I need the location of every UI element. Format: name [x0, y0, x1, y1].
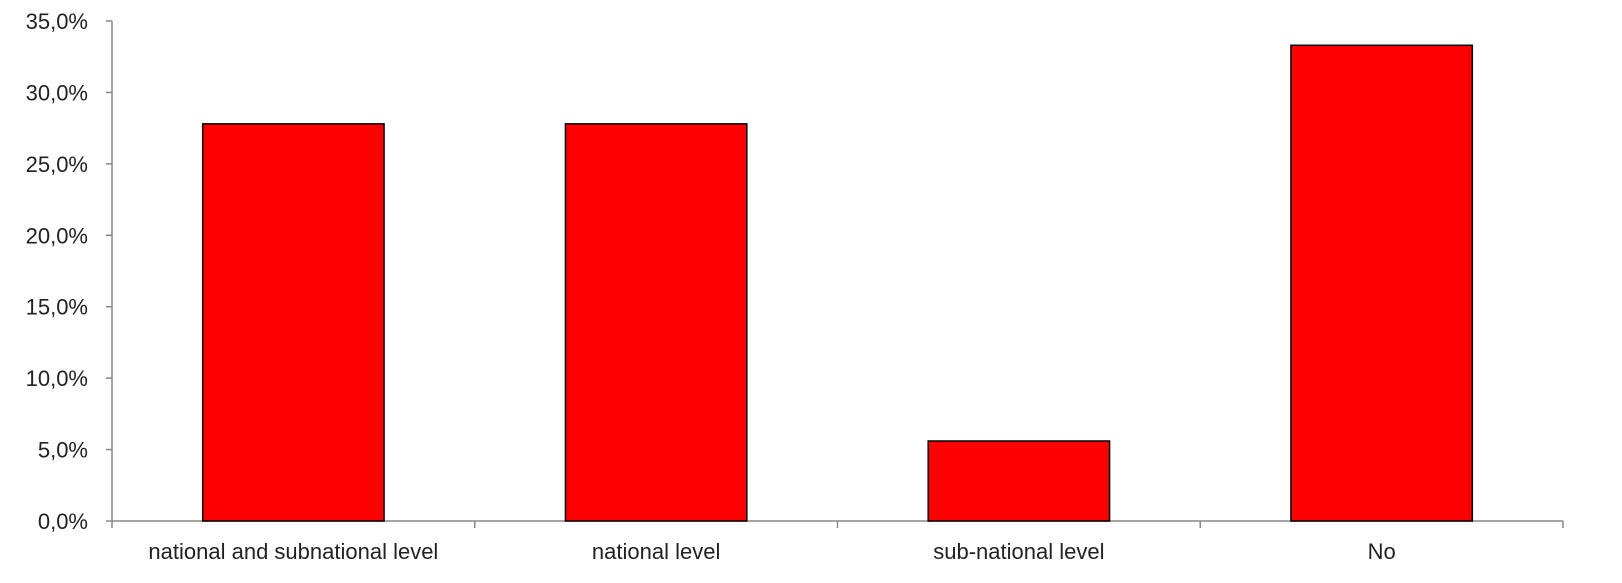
- bar: [927, 440, 1111, 522]
- x-axis: national and subnational level national l…: [111, 520, 1564, 564]
- y-axis: 0,0% 5,0% 10,0% 15,0% 20,0% 25,0% 30,0% 35,0%: [26, 9, 113, 534]
- y-tick-label: 15,0%: [26, 295, 88, 320]
- bar: [564, 123, 748, 522]
- y-tick-label: 5,0%: [38, 438, 88, 463]
- x-category-label: national level: [592, 539, 720, 564]
- y-tick-label: 20,0%: [26, 223, 88, 248]
- y-tick-label: 25,0%: [26, 152, 88, 177]
- x-category-label: No: [1368, 539, 1396, 564]
- y-tick-label: 10,0%: [26, 366, 88, 391]
- x-category-label: national and subnational level: [148, 539, 438, 564]
- x-category-label: sub-national level: [933, 539, 1104, 564]
- bar: [201, 123, 385, 522]
- y-tick-label: 0,0%: [38, 509, 88, 534]
- y-tick-label: 30,0%: [26, 80, 88, 105]
- bars: [201, 44, 1474, 522]
- y-tick-label: 35,0%: [26, 9, 88, 34]
- bar: [1290, 44, 1474, 522]
